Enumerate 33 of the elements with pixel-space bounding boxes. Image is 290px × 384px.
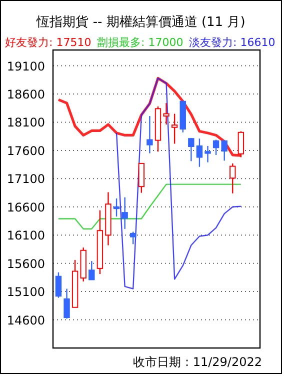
y-tick-label: 17600 xyxy=(6,144,45,158)
y-tick-label: 15600 xyxy=(6,256,45,271)
y-tick-label: 15100 xyxy=(6,285,45,300)
candlestick xyxy=(188,137,194,162)
text: 淡友發力: 16610 xyxy=(189,36,276,49)
y-tick-label: 16600 xyxy=(6,200,45,214)
candlestick xyxy=(122,196,128,230)
text: 好友發力: 17510 xyxy=(5,36,92,49)
candlestick xyxy=(221,140,228,162)
candlestick xyxy=(55,272,62,298)
text: 劏損最多: 17000 xyxy=(97,36,184,49)
candlestick xyxy=(163,102,170,126)
candlestick xyxy=(230,162,236,194)
candlestick xyxy=(204,145,211,163)
y-tick-label: 18600 xyxy=(6,88,45,102)
candlestick xyxy=(138,162,145,194)
y-tick-label: 14600 xyxy=(6,313,45,328)
candlestick xyxy=(113,198,120,218)
text: 收市日期 : 11/29/2022 xyxy=(133,355,262,369)
candlestick xyxy=(212,139,220,156)
line-series xyxy=(58,184,242,230)
candlestick xyxy=(64,288,70,320)
chart-title: 恆指期貨 -- 期權結算價通道 (11 月) xyxy=(36,15,246,30)
candlestick xyxy=(196,138,203,168)
candlestick xyxy=(171,113,178,144)
candlestick xyxy=(146,115,153,154)
candlestick xyxy=(130,231,136,245)
y-tick-label: 18100 xyxy=(6,116,45,130)
y-tick-label: 19100 xyxy=(6,59,45,74)
candlestick xyxy=(88,260,95,280)
y-tick-label: 16100 xyxy=(6,228,45,243)
y-tick-label: 17100 xyxy=(6,172,45,186)
line-series xyxy=(116,78,242,290)
